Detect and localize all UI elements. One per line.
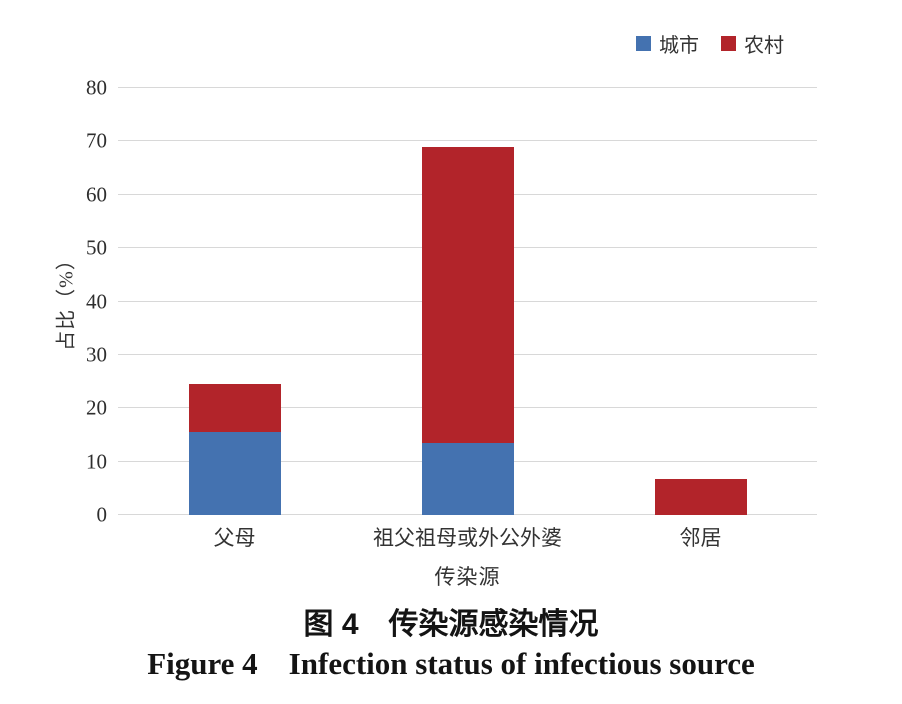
caption-chinese: 图 4 传染源感染情况 [303, 608, 599, 641]
bar-segment-city [188, 432, 281, 515]
y-tick-label: 70 [86, 128, 107, 153]
x-category-label: 父母 [213, 526, 256, 550]
y-tick-label: 80 [86, 75, 107, 100]
x-axis-labels: 父母 祖父祖母或外公外婆 邻居 [118, 528, 817, 556]
gridline [118, 140, 817, 142]
y-tick-label: 60 [86, 182, 107, 207]
caption-english: Figure 4 Infection status of infectious … [147, 646, 755, 681]
legend-label-rural: 农村 [744, 35, 784, 57]
legend-swatch-city [636, 36, 651, 51]
chart-legend: 城市 农村 [636, 29, 784, 58]
y-tick-label: 0 [96, 502, 108, 527]
bar-segment-rural [421, 146, 514, 443]
x-category-label: 邻居 [679, 526, 722, 550]
bar-segment-rural [188, 384, 281, 433]
plot-area [118, 87, 817, 515]
y-tick-label: 10 [86, 449, 107, 474]
gridline [118, 87, 817, 88]
legend-item-rural: 农村 [721, 29, 784, 58]
y-axis-ticks: 0 10 20 30 40 50 60 70 80 [0, 77, 107, 525]
y-tick-label: 40 [86, 289, 107, 313]
x-axis-title: 传染源 [434, 565, 501, 589]
bar-segment-rural [654, 479, 747, 515]
legend-swatch-rural [721, 36, 736, 51]
legend-label-city: 城市 [659, 35, 699, 57]
y-tick-label: 50 [86, 235, 107, 260]
x-category-label: 祖父祖母或外公外婆 [373, 526, 562, 550]
y-tick-label: 30 [86, 342, 107, 367]
legend-item-city: 城市 [636, 29, 699, 58]
bar-segment-city [421, 442, 514, 515]
y-tick-label: 20 [86, 395, 107, 420]
